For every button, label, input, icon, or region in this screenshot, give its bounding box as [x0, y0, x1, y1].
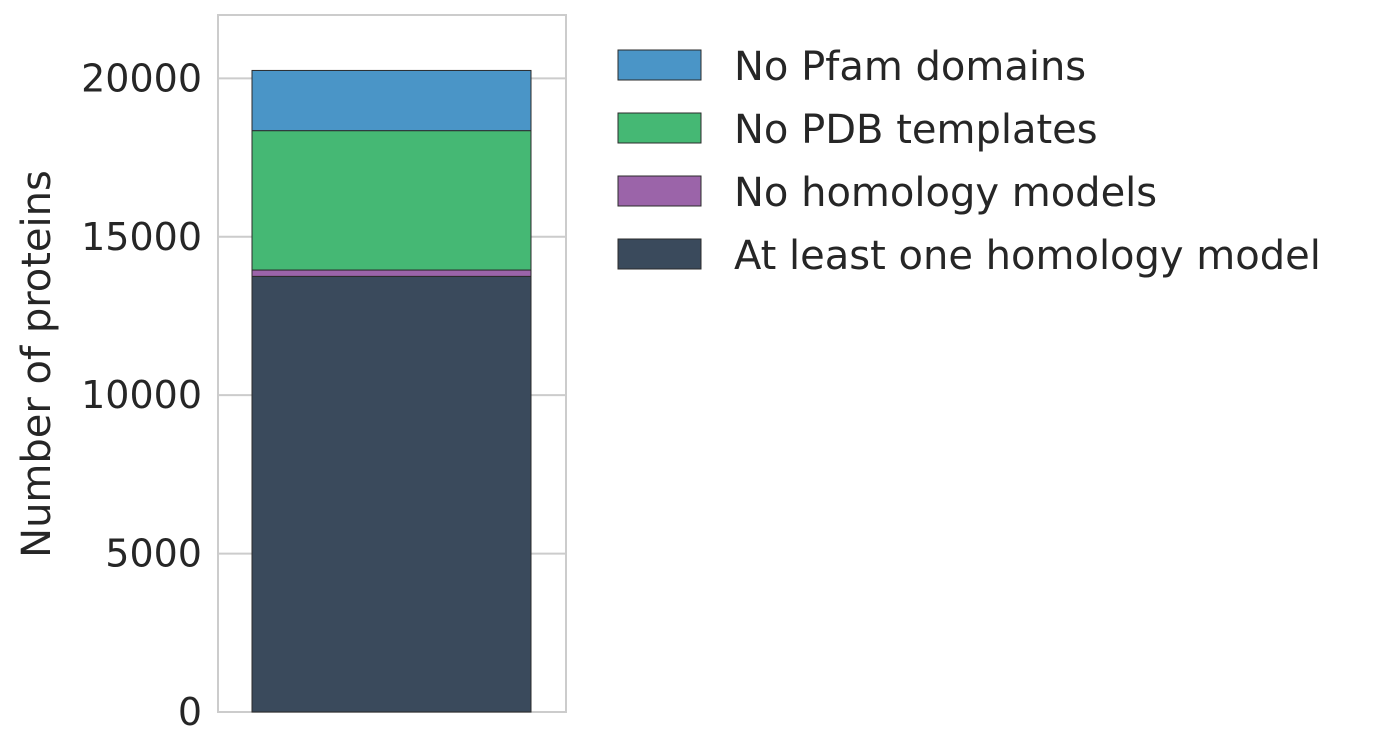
legend-label: No PDB templates: [734, 107, 1098, 153]
bar-segment: [251, 130, 532, 271]
y-tick-label: 20000: [81, 56, 202, 100]
y-tick-label: 5000: [105, 532, 202, 576]
legend-swatch: [617, 175, 702, 207]
legend-swatch: [617, 238, 702, 270]
bar-segment: [251, 269, 532, 277]
legend-label: At least one homology model: [734, 233, 1321, 279]
bar-segment: [251, 275, 532, 713]
legend-swatch: [617, 112, 702, 144]
y-tick-label: 0: [178, 690, 202, 734]
y-tick-label: 15000: [81, 215, 202, 259]
y-tick-label: 10000: [81, 373, 202, 417]
y-tick-labels: 0 5000 10000 15000 20000: [81, 56, 202, 734]
legend: No Pfam domains No PDB templates No homolo…: [617, 44, 1321, 279]
legend-label: No Pfam domains: [734, 44, 1086, 90]
y-axis-label: Number of proteins: [14, 170, 60, 558]
bar-segment: [251, 69, 532, 132]
legend-swatch: [617, 49, 702, 81]
legend-label: No homology models: [734, 170, 1157, 216]
bars: [251, 69, 532, 713]
